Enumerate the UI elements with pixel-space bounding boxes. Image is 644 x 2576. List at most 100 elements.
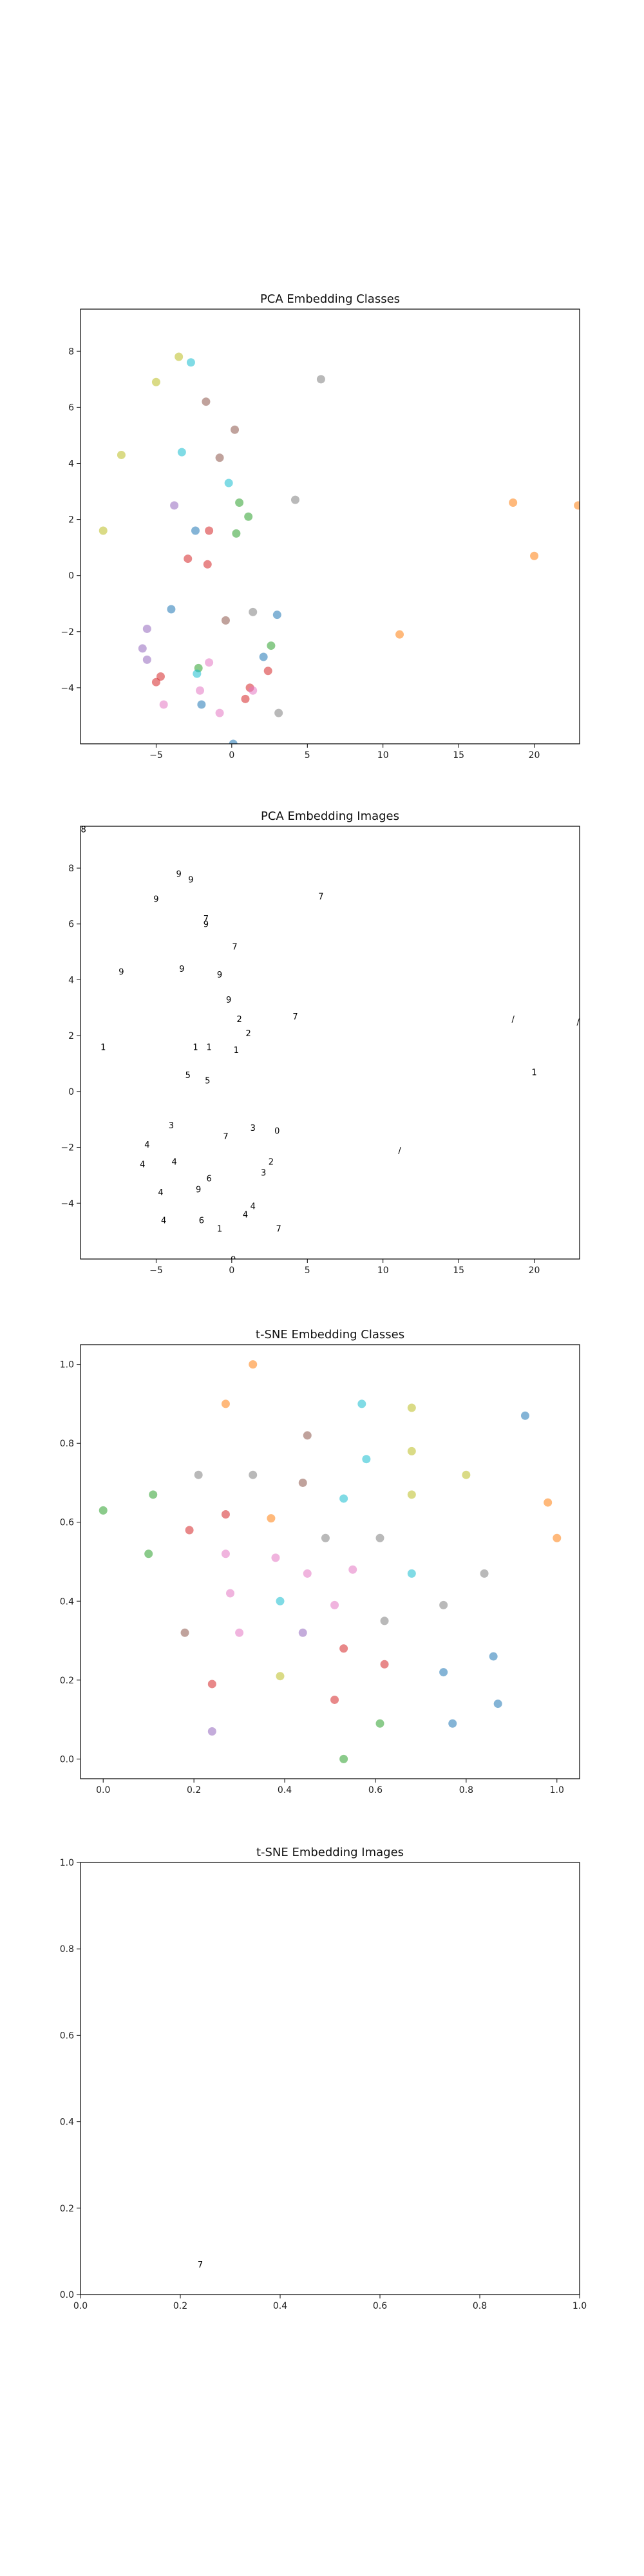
plot-area [99, 352, 580, 744]
digit-glyph: / [576, 1018, 580, 1027]
digit-glyph: 9 [226, 996, 231, 1005]
data-point [151, 377, 160, 386]
data-point [207, 1680, 216, 1689]
y-tick-label: 6 [68, 920, 74, 930]
data-point [530, 551, 539, 560]
x-tick-label: 0.4 [278, 1785, 292, 1795]
data-point [362, 1455, 371, 1464]
x-tick-label: 5 [305, 750, 310, 761]
x-tick-label: −5 [149, 750, 163, 761]
data-point [149, 1490, 158, 1499]
digit-glyph: 9 [179, 965, 184, 974]
y-tick-label: 4 [68, 975, 74, 985]
y-tick-label: −2 [61, 1143, 74, 1153]
x-tick-label: 0.2 [173, 2301, 187, 2311]
x-tick-label: 0.8 [473, 2301, 487, 2311]
y-tick-label: 0.4 [60, 2117, 74, 2128]
data-point [221, 1510, 230, 1519]
digit-glyph: 1 [206, 1043, 211, 1053]
data-point [375, 1533, 384, 1542]
digit-glyph: 5 [205, 1077, 210, 1086]
data-point [407, 1446, 416, 1455]
digit-glyph: / [511, 1015, 515, 1025]
data-point [193, 669, 202, 678]
data-point [439, 1600, 448, 1609]
y-tick-label: 0.8 [60, 1439, 74, 1449]
data-point [203, 560, 212, 569]
data-point [339, 1754, 348, 1763]
data-point [375, 1719, 384, 1728]
data-point [263, 667, 272, 676]
data-point [493, 1700, 502, 1709]
x-tick-label: 15 [453, 750, 464, 761]
data-point [480, 1569, 489, 1578]
digit-glyph: 4 [251, 1202, 256, 1212]
x-tick-label: 1.0 [550, 1785, 564, 1795]
x-tick-label: 10 [377, 1265, 389, 1276]
data-point [276, 1596, 285, 1605]
x-tick-label: 20 [529, 1265, 540, 1276]
y-tick-label: 8 [68, 346, 74, 357]
x-tick-label: 0.8 [459, 1785, 473, 1795]
chart-title: t-SNE Embedding Classes [256, 1328, 404, 1341]
data-point [205, 658, 214, 667]
digit-glyph: 7 [318, 892, 323, 902]
digit-glyph: 4 [158, 1188, 163, 1198]
y-tick-label: −2 [61, 627, 74, 638]
data-point [191, 526, 200, 535]
digit-glyph: / [398, 1146, 401, 1156]
data-point [221, 1399, 230, 1408]
data-point [244, 512, 253, 521]
data-point [117, 450, 126, 459]
data-point [339, 1644, 348, 1653]
digit-glyph: 2 [269, 1157, 274, 1167]
data-point [151, 677, 160, 687]
y-tick-label: 0.4 [60, 1596, 74, 1607]
data-point [274, 708, 283, 717]
data-point [330, 1600, 339, 1609]
data-point [574, 501, 580, 510]
data-point [520, 1411, 529, 1420]
data-point [215, 708, 224, 717]
data-point [357, 1399, 366, 1408]
x-tick-label: 20 [529, 750, 540, 761]
data-point [249, 607, 258, 616]
x-tick-label: 0.6 [373, 2301, 387, 2311]
data-point [180, 1628, 189, 1637]
y-tick-label: 2 [68, 515, 74, 526]
chart-title: PCA Embedding Classes [260, 292, 400, 306]
digit-glyph: 9 [196, 1186, 201, 1195]
data-point [298, 1628, 307, 1637]
data-point [553, 1533, 562, 1542]
digit-glyph: 7 [276, 1224, 281, 1234]
data-point [407, 1569, 416, 1578]
digit-glyph: 1 [217, 1224, 222, 1234]
data-point [167, 605, 176, 614]
y-tick-label: 0.8 [60, 1944, 74, 1955]
y-tick-label: 4 [68, 459, 74, 469]
data-point [235, 1628, 244, 1637]
data-point [197, 700, 206, 709]
x-tick-label: 10 [377, 750, 389, 761]
data-point [298, 1478, 307, 1487]
data-point [321, 1533, 330, 1542]
x-tick-label: 0 [229, 1265, 234, 1276]
y-tick-label: 6 [68, 402, 74, 413]
y-tick-label: 0 [68, 1087, 74, 1097]
data-point [249, 686, 258, 695]
data-point [142, 624, 151, 633]
y-tick-label: 0.6 [60, 2031, 74, 2041]
digit-glyph: 3 [169, 1121, 174, 1131]
digit-glyph: 9 [153, 895, 158, 905]
y-tick-label: 0.6 [60, 1518, 74, 1528]
x-tick-label: 0.6 [368, 1785, 383, 1795]
digit-glyph: 5 [185, 1071, 191, 1081]
digit-glyph: 7 [198, 2260, 203, 2270]
chart-2: t-SNE Embedding Classes 0.0 0.2 0.4 0.6 0.8 1.… [60, 1328, 580, 1795]
digit-glyph: 1 [100, 1043, 106, 1053]
x-tick-label: 0.2 [187, 1785, 201, 1795]
digit-glyph: 2 [236, 1015, 242, 1025]
data-point [221, 616, 230, 625]
data-point [448, 1719, 457, 1728]
